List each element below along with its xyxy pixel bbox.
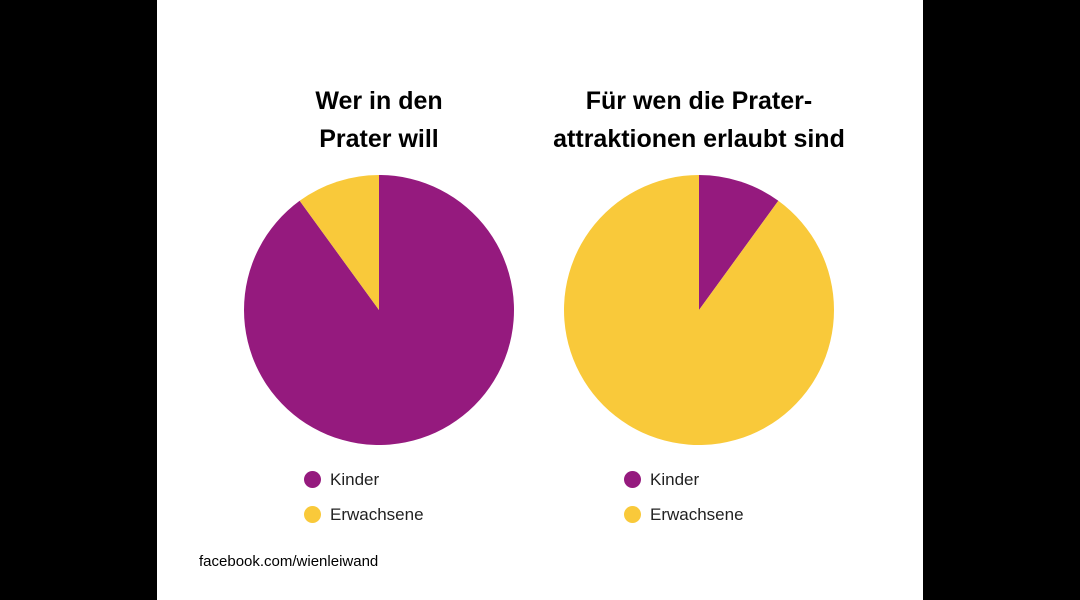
- pie-slice-kinder: [243, 175, 514, 445]
- pie-slice-erwachsene: [299, 175, 379, 310]
- legend-label-erwachsene: Erwachsene: [330, 505, 424, 524]
- legend-label-erwachsene: Erwachsene: [650, 505, 744, 524]
- legend-swatch-kinder: [624, 471, 641, 488]
- pie-chart-right: [564, 175, 835, 445]
- legend-item-erwachsene: Erwachsene: [304, 497, 424, 532]
- chart-title-left-line-2: Prater will: [319, 125, 439, 153]
- legend-swatch-erwachsene: [624, 506, 641, 523]
- chart-title-left-line-1: Wer in den: [315, 87, 443, 115]
- pie-chart-left: [243, 175, 514, 445]
- legend-item-kinder: Kinder: [304, 462, 424, 497]
- chart-title-right-line-1: Für wen die Prater-: [585, 87, 813, 115]
- chart-title-right-line-2: attraktionen erlaubt sind: [553, 125, 845, 153]
- legend-swatch-erwachsene: [304, 506, 321, 523]
- slide: Wer in den Prater will Für wen die Prate…: [157, 0, 923, 600]
- legend-left: Kinder Erwachsene: [304, 462, 424, 532]
- legend-item-kinder: Kinder: [624, 462, 744, 497]
- legend-label-kinder: Kinder: [650, 470, 700, 489]
- legend-swatch-kinder: [304, 471, 321, 488]
- pie-slice-erwachsene: [564, 175, 835, 445]
- chart-title-left: Wer in den Prater will: [229, 82, 529, 158]
- footer-source: facebook.com/wienleiwand: [199, 553, 379, 570]
- legend-label-kinder: Kinder: [330, 470, 380, 489]
- legend-item-erwachsene: Erwachsene: [624, 497, 744, 532]
- pie-slice-kinder: [699, 175, 779, 310]
- chart-title-right: Für wen die Prater- attraktionen erlaubt…: [497, 82, 901, 158]
- legend-right: Kinder Erwachsene: [624, 462, 744, 532]
